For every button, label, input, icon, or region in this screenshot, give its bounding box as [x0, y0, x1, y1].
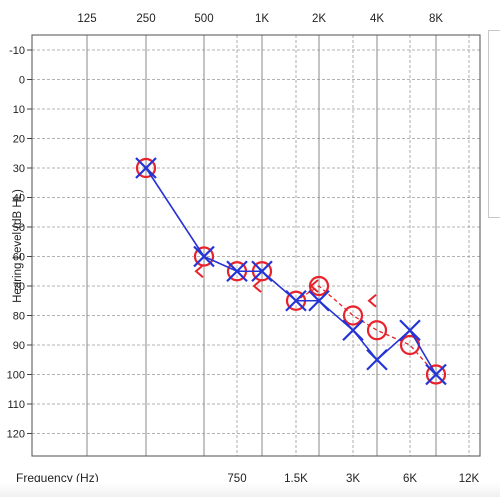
side-panel-edge: [488, 30, 500, 218]
x-marker-6k: [399, 319, 421, 342]
bone-marker-2k: [309, 279, 319, 293]
y-tick-label-50: 50: [13, 222, 25, 234]
y-tick-label-120: 120: [7, 429, 25, 441]
y-tick-label-100: 100: [7, 370, 25, 382]
tick-label-layer: -10 0 10 20 30 40 50 60 70 80 90 100 110 120 125 250 500…: [7, 13, 480, 485]
x-tick-label-top-1k: 1K: [255, 13, 269, 25]
x-marker-4k: [366, 348, 388, 371]
y-tick-label-30: 30: [13, 163, 25, 175]
o-marker-3k: [342, 305, 364, 326]
y-axis-label: Hearing Level (dB HL): [12, 189, 24, 303]
series-line-o: [145, 167, 437, 375]
y-tick-label-0: 0: [19, 75, 25, 87]
bone-marker-4k: [367, 293, 377, 308]
x-marker-750: [226, 260, 248, 283]
plot-frame: [31, 34, 481, 457]
x-marker-2k: [308, 289, 330, 312]
o-marker-250: [135, 157, 157, 179]
y-tick-label-60: 60: [13, 252, 25, 264]
x-tick-label-top-125: 125: [77, 13, 96, 25]
bottom-fade: [0, 482, 500, 497]
grid-layer: [32, 35, 480, 456]
o-marker-8k: [425, 364, 447, 385]
x-marker-8k: [425, 363, 447, 386]
y-tick-label-110: 110: [7, 399, 25, 411]
y-tick-label-40: 40: [13, 193, 25, 205]
series-line-x: [145, 167, 437, 375]
o-marker-500: [193, 246, 215, 267]
x-tick-label-top-2k: 2K: [312, 13, 326, 25]
x-axis-label: Frequency (Hz): [16, 471, 99, 485]
x-marker-500: [193, 245, 215, 268]
x-tick-label-top-250: 250: [136, 13, 155, 25]
x-marker-1k: [251, 260, 273, 283]
o-marker-4k: [366, 320, 388, 341]
x-tick-label-top-500: 500: [194, 13, 213, 25]
y-tick-label-70: 70: [13, 281, 25, 293]
series-layer: [135, 157, 447, 386]
x-tick-label-top-4k: 4K: [370, 13, 384, 25]
bone-marker-1k: [252, 279, 262, 293]
y-tick-label-80: 80: [13, 311, 25, 323]
y-tick-label-10: 10: [13, 104, 25, 116]
y-tick-label-90: 90: [13, 340, 25, 352]
bone-marker-500: [194, 264, 204, 279]
x-marker-3k: [342, 319, 364, 342]
y-tick-label-20: 20: [13, 134, 25, 146]
y-tick-label-10: -10: [9, 45, 25, 57]
x-marker-1-5k: [285, 289, 307, 312]
x-marker-250: [135, 157, 157, 179]
x-tick-label-top-8k: 8K: [429, 13, 443, 25]
